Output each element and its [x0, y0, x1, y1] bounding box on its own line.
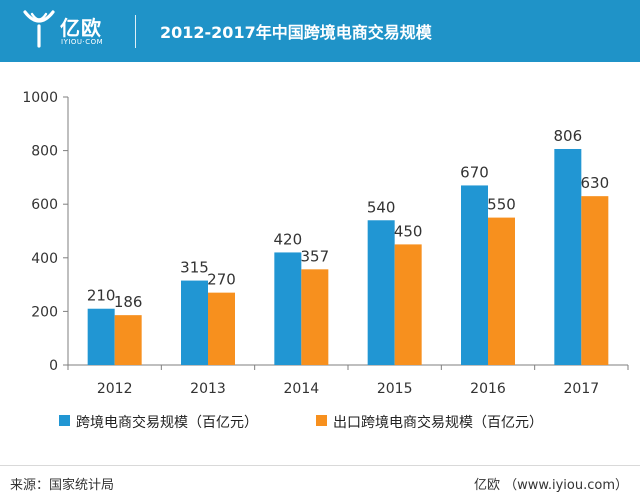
legend-swatch-series-2 — [316, 415, 327, 426]
bar-series-2 — [581, 196, 609, 365]
data-label: 550 — [487, 196, 516, 214]
y-tick-label: 400 — [31, 251, 58, 267]
y-tick-label: 800 — [31, 144, 58, 160]
footer-divider — [0, 465, 640, 466]
x-tick-label: 2012 — [97, 381, 133, 397]
bar-series-2 — [394, 244, 422, 365]
data-label: 670 — [460, 163, 489, 181]
data-label: 210 — [87, 287, 116, 305]
data-label: 270 — [207, 271, 236, 289]
x-tick-label: 2017 — [564, 381, 600, 397]
site-link[interactable]: 亿欧 （www.iyiou.com） — [474, 478, 628, 493]
data-label: 186 — [114, 293, 143, 311]
data-label: 357 — [301, 247, 330, 265]
y-tick-label: 0 — [49, 358, 58, 374]
data-label: 806 — [554, 127, 583, 145]
bar-series-1 — [461, 185, 488, 365]
chart-legend: 跨境电商交易规模（百亿元） 出口跨境电商交易规模（百亿元） — [0, 411, 640, 433]
legend-label-series-1: 跨境电商交易规模（百亿元） — [76, 415, 258, 431]
data-label: 630 — [581, 174, 610, 192]
header-divider — [135, 15, 136, 48]
y-tick-label: 200 — [31, 304, 58, 320]
y-tick-label: 1000 — [22, 90, 58, 106]
logo-icon — [23, 10, 55, 48]
x-tick-label: 2015 — [377, 381, 413, 397]
legend-label-series-2: 出口跨境电商交易规模（百亿元） — [333, 415, 543, 431]
bar-series-2 — [208, 292, 235, 365]
header-bar: 亿欧 IYIOU·COM 2012-2017年中国跨境电商交易规模 — [0, 0, 640, 62]
logo[interactable]: 亿欧 IYIOU·COM — [22, 8, 142, 54]
logo-text: 亿欧 — [60, 16, 102, 40]
data-label: 420 — [274, 230, 303, 248]
data-label: 540 — [367, 198, 396, 216]
source-note: 来源：国家统计局 — [10, 478, 115, 493]
page-title: 2012-2017年中国跨境电商交易规模 — [160, 23, 432, 42]
bar-series-1 — [274, 252, 302, 365]
bar-series-2 — [301, 269, 329, 365]
bar-series-1 — [554, 148, 582, 365]
bar-chart: 0 200 400 600 800 1000 2012 2013 2014 2015 2016 201… — [22, 90, 629, 397]
legend-swatch-series-1 — [59, 415, 70, 426]
data-label: 315 — [180, 259, 209, 277]
x-tick-label: 2014 — [284, 381, 320, 397]
bar-series-1 — [367, 220, 395, 365]
data-label: 450 — [394, 222, 423, 240]
bar-series-1 — [87, 308, 115, 365]
x-tick-label: 2013 — [190, 381, 226, 397]
y-tick-label: 600 — [31, 197, 58, 213]
x-tick-label: 2016 — [470, 381, 506, 397]
bar-series-1 — [181, 280, 208, 365]
logo-subtext: IYIOU·COM — [61, 38, 104, 46]
bar-series-2 — [114, 315, 142, 365]
bar-series-2 — [488, 217, 515, 365]
